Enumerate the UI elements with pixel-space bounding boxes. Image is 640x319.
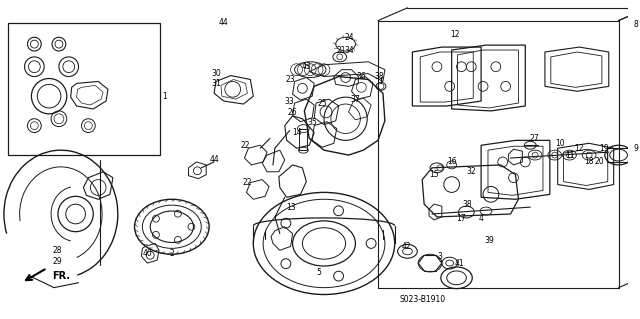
Text: 8: 8 (634, 20, 639, 29)
Text: 28: 28 (52, 246, 61, 255)
Text: 14: 14 (292, 128, 301, 137)
Text: 42: 42 (402, 242, 412, 251)
Text: 40: 40 (143, 249, 152, 258)
Bar (607, 148, 630, 162)
Text: FR.: FR. (52, 271, 70, 281)
Text: 44: 44 (219, 18, 228, 27)
Text: 26: 26 (288, 108, 298, 117)
Text: 5: 5 (317, 268, 321, 278)
Text: 38: 38 (374, 72, 384, 81)
Text: 17: 17 (457, 214, 467, 223)
Text: 34: 34 (345, 46, 355, 55)
Text: 16: 16 (447, 158, 456, 167)
Text: 43: 43 (301, 62, 311, 71)
Text: 35: 35 (307, 118, 317, 127)
Text: 22: 22 (241, 141, 250, 150)
Text: 2: 2 (170, 249, 174, 258)
Text: 18: 18 (584, 158, 594, 167)
Text: 24: 24 (345, 33, 355, 42)
Text: 10: 10 (555, 139, 564, 148)
Text: 4: 4 (479, 214, 484, 223)
Text: 36: 36 (356, 72, 366, 81)
Text: 32: 32 (467, 167, 476, 176)
Text: 25: 25 (317, 99, 327, 108)
Text: 41: 41 (454, 259, 464, 268)
Text: 38: 38 (463, 200, 472, 209)
Bar (300, 129, 307, 150)
Text: 12: 12 (575, 144, 584, 153)
Text: 27: 27 (529, 134, 539, 143)
Text: 13: 13 (286, 203, 296, 211)
Text: 31: 31 (211, 79, 221, 88)
Text: 15: 15 (429, 170, 439, 179)
Text: 33: 33 (285, 97, 294, 106)
Text: 1: 1 (163, 92, 167, 101)
Text: 21: 21 (337, 46, 346, 55)
Text: 39: 39 (484, 236, 494, 245)
Text: 37: 37 (351, 95, 360, 104)
Text: 23: 23 (286, 75, 296, 84)
Text: 29: 29 (52, 256, 61, 266)
Text: 12: 12 (450, 30, 460, 39)
Text: S023-B1910: S023-B1910 (399, 295, 445, 304)
Bar (8, 23, 160, 155)
Text: 20: 20 (594, 158, 604, 167)
Text: 19: 19 (599, 144, 609, 153)
Text: 30: 30 (211, 69, 221, 78)
Text: 11: 11 (564, 151, 574, 160)
Text: 9: 9 (634, 144, 639, 153)
Text: 22: 22 (243, 178, 252, 187)
Text: 44: 44 (209, 155, 219, 165)
Text: 3: 3 (437, 252, 442, 261)
